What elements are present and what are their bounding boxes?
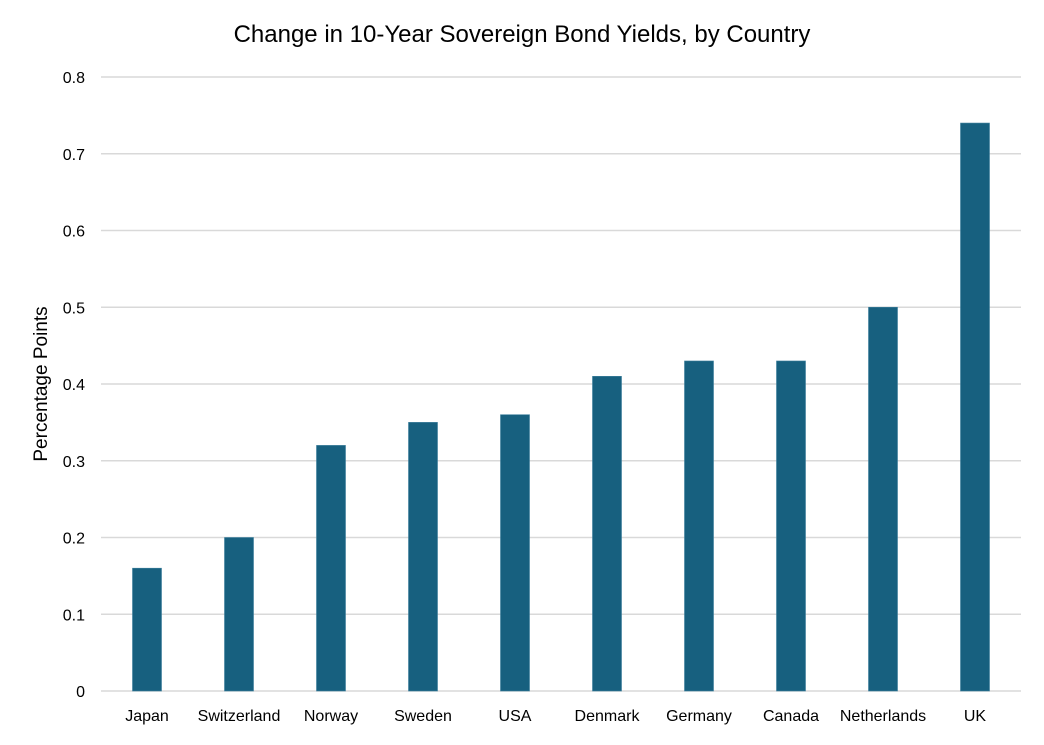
gridlines [101,76,1021,692]
x-tick-label: UK [964,708,987,725]
y-tick-label: 0.2 [63,531,85,548]
x-tick-label: Switzerland [198,708,281,725]
bar-norway [316,445,346,692]
y-tick-label: 0.5 [63,300,85,317]
x-tick-label: Japan [125,708,169,725]
bar-canada [776,360,806,692]
bar-uk [960,122,990,692]
y-axis-label: Percentage Points [31,306,52,461]
bar-germany [684,360,714,692]
x-tick-label: Sweden [394,708,452,725]
x-tick-label: Canada [763,708,819,725]
chart-title: Change in 10-Year Sovereign Bond Yields,… [234,21,811,48]
y-tick-labels: 0 0.1 0.2 0.3 0.4 0.5 0.6 0.7 0.8 [63,70,85,701]
x-tick-labels: Japan Switzerland Norway Sweden USA Denmark Ge… [125,708,986,725]
x-tick-label: Denmark [575,708,641,725]
y-tick-label: 0.1 [63,607,85,624]
bar-denmark [592,376,622,692]
bar-netherlands [868,306,898,692]
y-tick-label: 0.6 [63,224,85,241]
y-tick-label: 0 [76,684,85,701]
bar-japan [132,567,162,692]
y-tick-label: 0.4 [63,377,85,394]
y-tick-label: 0.8 [63,70,85,87]
x-tick-label: Netherlands [840,708,926,725]
x-tick-label: Germany [666,708,732,725]
y-tick-label: 0.7 [63,147,85,164]
bar-switzerland [224,537,254,692]
x-tick-label: Norway [304,708,358,725]
bar-usa [500,414,530,692]
y-tick-label: 0.3 [63,454,85,471]
x-tick-label: USA [499,708,532,725]
bars [132,122,990,692]
bar-sweden [408,422,438,692]
